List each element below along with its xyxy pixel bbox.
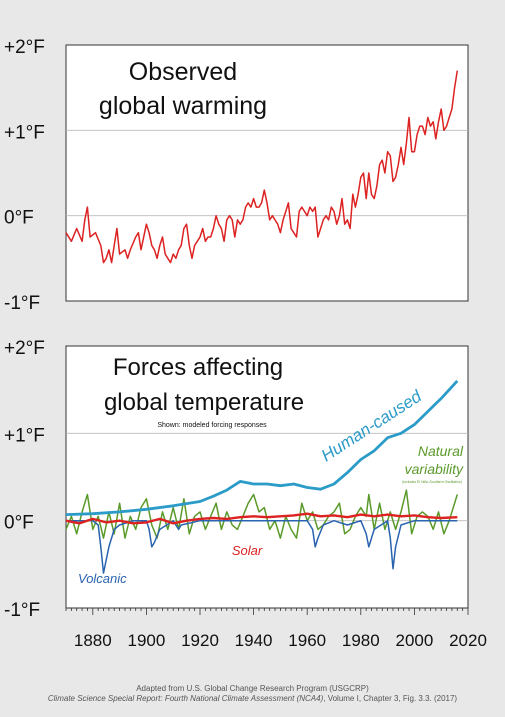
- forcing-x-tick-label: 1900: [127, 631, 165, 650]
- natural-variability-label-line-2: variability: [405, 461, 464, 477]
- observed-y-tick-label: +2°F: [4, 37, 45, 58]
- volcanic-label: Volcanic: [78, 571, 127, 586]
- observed-series-line-0: [65, 70, 459, 264]
- forcing-y-tick-label: +1°F: [4, 425, 45, 446]
- forcing-chart: +2°F +1°F 0°F -1°F 1880 1900 1920 1940 1960 1980…: [4, 338, 487, 650]
- credit-report-details: , Volume I, Chapter 3, Fig. 3.3. (2017): [323, 694, 458, 703]
- forcing-title-line-2: global temperature: [104, 389, 304, 416]
- forcing-y-tick-label: -1°F: [4, 600, 40, 621]
- observed-plot-area: [65, 44, 469, 302]
- forcing-series-line-3: [66, 519, 458, 574]
- forcing-subtitle: Shown: modeled forcing responses: [157, 422, 267, 429]
- forcing-title-line-1: Forces affecting: [113, 354, 283, 381]
- forcing-x-tick-label: 2000: [395, 631, 433, 650]
- credit-line-1: Adapted from U.S. Global Change Research…: [136, 684, 369, 693]
- forcing-x-tick-label: 1880: [74, 631, 112, 650]
- observed-title-line-1: Observed: [129, 58, 237, 86]
- solar-label: Solar: [232, 543, 263, 558]
- forcing-x-tick-label: 1980: [342, 631, 380, 650]
- forcing-x-tick-label: 1920: [181, 631, 219, 650]
- forcing-plot-area: [65, 345, 469, 609]
- forcing-y-tick-label: 0°F: [4, 513, 34, 534]
- forcing-x-tick-label: 1940: [235, 631, 273, 650]
- credit-report-title: Climate Science Special Report: Fourth N…: [47, 694, 324, 703]
- forcing-series-line-2: [65, 512, 458, 525]
- forcing-x-tick-label: 1960: [288, 631, 326, 650]
- observed-y-tick-label: -1°F: [4, 293, 40, 314]
- observed-y-tick-label: 0°F: [4, 208, 34, 229]
- natural-variability-note: (includes El Niño-Southern Oscillation): [402, 480, 462, 484]
- forcing-series-line-0: [65, 379, 459, 516]
- observed-y-tick-label: +1°F: [4, 122, 45, 143]
- credit-line-2: Climate Science Special Report: Fourth N…: [0, 694, 505, 703]
- natural-variability-label-line-1: Natural: [418, 443, 464, 459]
- observed-chart: +2°F +1°F 0°F -1°F Observed global warming: [4, 37, 469, 314]
- observed-title-line-2: global warming: [99, 92, 267, 120]
- forcing-x-tick-label: 2020: [449, 631, 487, 650]
- forcing-y-tick-label: +2°F: [4, 338, 45, 359]
